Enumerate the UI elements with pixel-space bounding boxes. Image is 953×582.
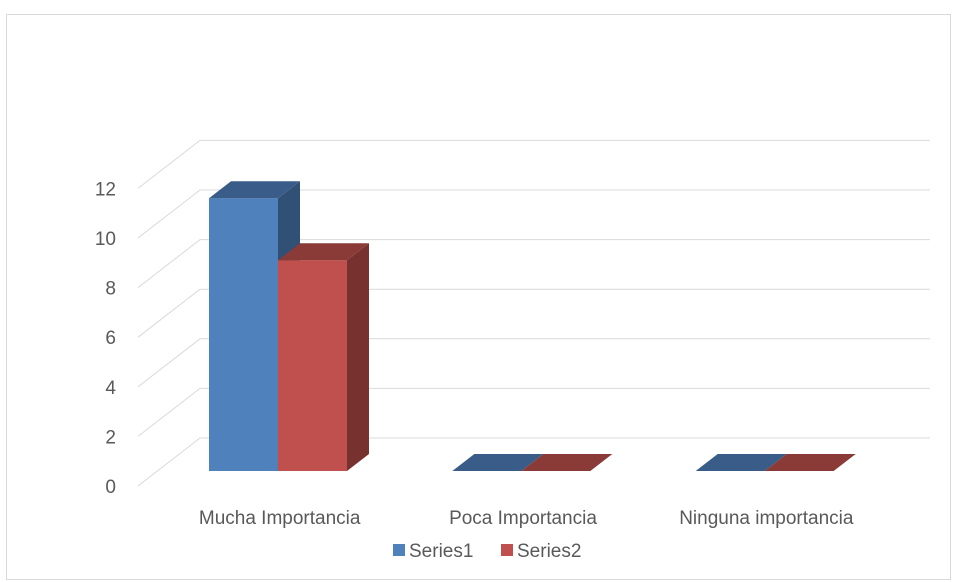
- y-tick-label-12: 12: [95, 179, 116, 200]
- legend-label-series1: Series1: [409, 541, 473, 562]
- bar-series2-2: [764, 454, 856, 471]
- gridline-12: [137, 139, 930, 189]
- y-tick-label-8: 8: [105, 279, 116, 300]
- y-tick-label-6: 6: [105, 328, 116, 349]
- bar-side-face: [347, 243, 369, 471]
- bar-top-face: [278, 243, 369, 261]
- bar-series1-1: [452, 454, 544, 471]
- x-tick-label-2: Ninguna importancia: [679, 508, 854, 529]
- bar-front-face: [209, 198, 278, 471]
- bar-front-face: [278, 260, 347, 471]
- gridline-8: [137, 239, 930, 288]
- legend-swatch-series2: [501, 544, 513, 556]
- y-axis-ticks: 0 2 4 6 8 10 12: [95, 179, 117, 498]
- bar-series1-2: [695, 454, 787, 471]
- bars: [209, 181, 856, 471]
- bar-series2-1: [521, 454, 613, 471]
- legend-label-series2: Series2: [517, 541, 581, 562]
- y-tick-label-10: 10: [95, 229, 116, 250]
- gridline-2: [137, 387, 930, 437]
- bar-top-face: [521, 454, 613, 471]
- bar-top-face: [452, 454, 544, 471]
- x-axis-ticks: Mucha Importancia Poca Importancia Ninguna…: [199, 508, 854, 529]
- chart-area: [6, 14, 951, 580]
- x-tick-label-0: Mucha Importancia: [199, 508, 361, 529]
- gridline-10: [137, 189, 930, 239]
- legend: Series1 Series2: [393, 541, 581, 562]
- y-tick-label-2: 2: [105, 427, 116, 448]
- bar-top-face: [695, 454, 787, 471]
- y-tick-label-0: 0: [105, 477, 116, 498]
- y-tick-label-4: 4: [105, 378, 116, 399]
- bar-series2-0: [278, 243, 369, 471]
- gridline-6: [137, 288, 930, 338]
- bar-top-face: [209, 181, 300, 199]
- bar-top-face: [764, 454, 856, 471]
- x-tick-label-1: Poca Importancia: [449, 508, 597, 529]
- gridlines: [137, 139, 930, 487]
- gridline-0: [137, 437, 930, 487]
- legend-swatch-series1: [393, 544, 405, 556]
- gridline-4: [137, 338, 930, 388]
- bar-series1-0: [209, 181, 300, 471]
